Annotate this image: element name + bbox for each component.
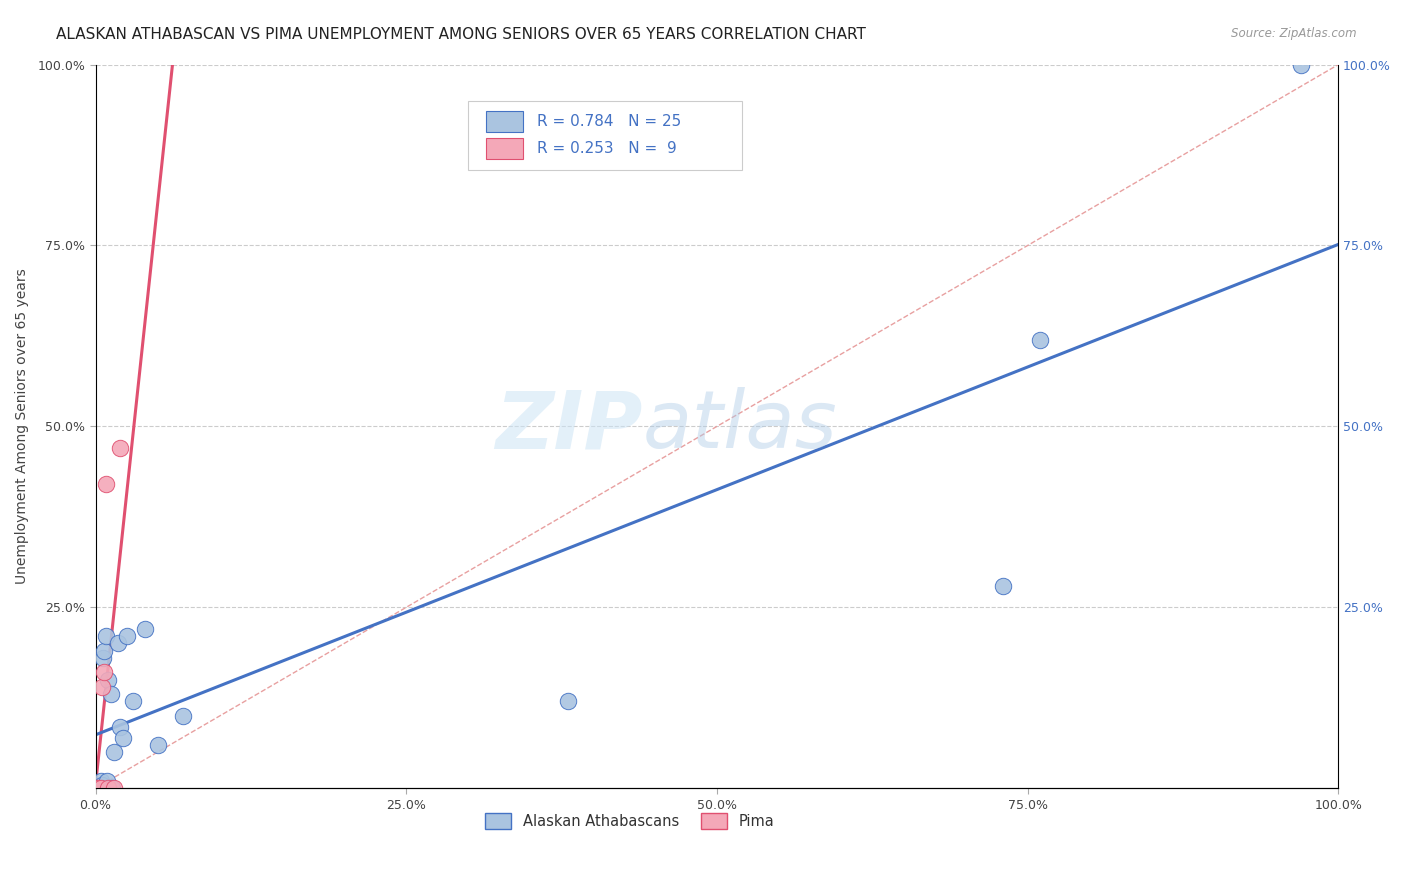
Point: [87, 781, 110, 796]
Point: [93, 665, 115, 680]
Point: [110, 720, 132, 734]
Point: [1029, 333, 1052, 347]
Point: [103, 781, 125, 796]
Point: [115, 629, 138, 643]
Point: [146, 738, 169, 752]
Point: [87, 781, 110, 796]
Point: [90, 680, 112, 694]
FancyBboxPatch shape: [486, 111, 523, 132]
Text: ZIP: ZIP: [495, 387, 643, 466]
Text: R = 0.784   N = 25: R = 0.784 N = 25: [537, 114, 681, 129]
Point: [172, 708, 194, 723]
FancyBboxPatch shape: [486, 137, 523, 160]
Point: [110, 441, 132, 455]
Legend: Alaskan Athabascans, Pima: Alaskan Athabascans, Pima: [479, 807, 780, 835]
Text: R = 0.253   N =  9: R = 0.253 N = 9: [537, 141, 676, 156]
Point: [97, 673, 120, 687]
Text: Source: ZipAtlas.com: Source: ZipAtlas.com: [1232, 27, 1357, 40]
FancyBboxPatch shape: [468, 101, 742, 169]
Point: [103, 745, 125, 759]
Point: [90, 773, 112, 788]
Text: ALASKAN ATHABASCAN VS PIMA UNEMPLOYMENT AMONG SENIORS OVER 65 YEARS CORRELATION : ALASKAN ATHABASCAN VS PIMA UNEMPLOYMENT …: [56, 27, 866, 42]
Point: [991, 578, 1014, 592]
Point: [90, 781, 112, 796]
Point: [94, 477, 117, 491]
Point: [90, 778, 112, 792]
Point: [134, 622, 156, 636]
Point: [100, 687, 122, 701]
Point: [557, 694, 579, 708]
Point: [96, 773, 118, 788]
Point: [111, 731, 134, 745]
Point: [1289, 57, 1312, 71]
Point: [91, 651, 114, 665]
Y-axis label: Unemployment Among Seniors over 65 years: Unemployment Among Seniors over 65 years: [15, 268, 30, 584]
Point: [84, 781, 107, 796]
Point: [122, 694, 145, 708]
Point: [89, 780, 111, 794]
Point: [97, 781, 120, 796]
Point: [107, 636, 129, 650]
Point: [90, 781, 112, 796]
Text: atlas: atlas: [643, 387, 837, 466]
Point: [93, 643, 115, 657]
Point: [101, 781, 124, 796]
Point: [94, 629, 117, 643]
